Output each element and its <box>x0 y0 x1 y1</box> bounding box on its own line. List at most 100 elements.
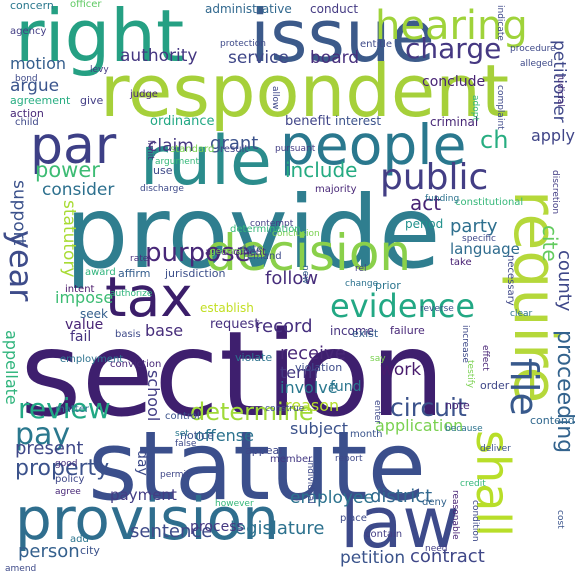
cloud-word: value <box>65 317 104 333</box>
cloud-word: indicate <box>495 5 505 41</box>
cloud-word: criminal <box>430 115 479 129</box>
cloud-word: agree <box>55 487 81 497</box>
cloud-word: effect <box>480 345 490 371</box>
cloud-word: provide <box>65 174 441 291</box>
cloud-word: grant <box>210 133 259 154</box>
cloud-word: petition <box>340 548 406 568</box>
cloud-word: change <box>345 279 379 289</box>
cloud-word: record <box>255 316 313 337</box>
cloud-word: issue <box>250 0 435 78</box>
cloud-word: city <box>80 544 100 557</box>
cloud-word: discharge <box>140 184 184 194</box>
cloud-word: follow <box>265 268 319 289</box>
cloud-word: public <box>380 157 489 198</box>
cloud-word: establish <box>200 301 254 315</box>
cloud-word: control <box>165 411 200 422</box>
cloud-word: ordinance <box>150 114 215 129</box>
cloud-word: present <box>15 438 84 459</box>
cloud-word: school <box>144 370 163 422</box>
cloud-word: place <box>340 513 367 524</box>
cloud-word: exist <box>352 327 379 340</box>
cloud-word: circuit <box>390 393 467 422</box>
cloud-word: specific <box>462 234 497 244</box>
cloud-word: pay <box>15 417 71 452</box>
cloud-word: violate <box>235 351 273 364</box>
cloud-word: intent <box>65 284 95 295</box>
cloud-word: determine <box>190 398 314 426</box>
cloud-word: result <box>220 144 249 155</box>
cloud-word: date <box>240 244 263 255</box>
cloud-word: review <box>18 392 111 425</box>
cloud-word: rule <box>140 122 272 201</box>
cloud-word: conclusion <box>272 229 320 239</box>
cloud-word: include <box>285 158 358 182</box>
cloud-word: general <box>210 247 245 257</box>
cloud-word: violation <box>295 361 343 374</box>
cloud-word: district <box>370 486 433 507</box>
cloud-word: procedure <box>510 44 556 54</box>
cloud-word: receive <box>280 343 346 364</box>
cloud-word: hearing <box>375 3 528 49</box>
cloud-word: construe <box>265 404 305 414</box>
cloud-word: jurisdiction <box>165 267 226 280</box>
cloud-word: amendment <box>205 247 266 258</box>
cloud-word: concern <box>10 0 54 12</box>
cloud-word: discretion <box>550 170 560 215</box>
cloud-word: reasonable <box>450 490 460 540</box>
cloud-word: because <box>445 424 483 434</box>
cloud-word: standard <box>170 144 215 155</box>
cloud-word: provision <box>15 485 279 553</box>
cloud-word: conviction <box>110 359 162 370</box>
cloud-word: contempt <box>250 219 294 229</box>
cloud-word: adopt <box>470 95 480 121</box>
cloud-word: appellate <box>2 330 21 405</box>
cloud-word: constitutional <box>455 197 524 208</box>
cloud-word: people <box>280 113 467 177</box>
cloud-word: payment <box>110 486 177 504</box>
cloud-word: false <box>175 439 197 449</box>
cloud-word: award <box>85 267 116 278</box>
cloud-word: decision <box>205 224 412 282</box>
cloud-word: alleged <box>520 59 554 69</box>
cloud-word: levy <box>90 65 109 75</box>
cloud-word: child <box>15 117 39 128</box>
cloud-word: person <box>18 541 80 562</box>
cloud-word: base <box>145 321 184 340</box>
cloud-word: individual <box>305 460 315 504</box>
cloud-word: appear <box>245 444 284 457</box>
cloud-word: seek <box>80 307 108 321</box>
cloud-word: amend <box>5 564 37 574</box>
cloud-word: interest <box>335 114 382 128</box>
cloud-word: increase <box>460 325 470 363</box>
cloud-word: credit <box>460 479 486 489</box>
cloud-word: majority <box>315 184 357 195</box>
cloud-word: month <box>350 429 383 440</box>
cloud-word: permit <box>160 470 190 480</box>
cloud-word: order <box>480 379 510 392</box>
cloud-word: report <box>335 454 363 464</box>
cloud-word: deliver <box>480 444 511 454</box>
cloud-word: determination <box>230 224 301 235</box>
cloud-word: rate <box>130 254 149 264</box>
cloud-word: rel <box>355 264 367 274</box>
cloud-word: support <box>9 180 29 246</box>
cloud-word: basis <box>115 329 141 340</box>
cloud-word: employee <box>290 488 374 508</box>
cloud-word: par <box>30 116 117 176</box>
cloud-word: matter <box>55 404 89 415</box>
cloud-word: application <box>375 416 464 435</box>
cloud-word: remand <box>243 251 282 262</box>
cloud-word: file <box>502 358 546 416</box>
cloud-word: allow <box>270 86 280 110</box>
cloud-word: administrative <box>205 2 292 16</box>
cloud-word: member <box>270 454 313 465</box>
cloud-word: take <box>450 257 472 268</box>
cloud-word: section <box>20 305 445 443</box>
cloud-word: need <box>425 544 448 554</box>
cloud-word: however <box>215 499 254 509</box>
cloud-word: contend <box>530 414 575 427</box>
cloud-word: respondent <box>100 49 510 133</box>
cloud-word: judicial <box>555 75 565 107</box>
cloud-word: limit <box>145 140 155 160</box>
cloud-word: consider <box>42 180 115 200</box>
